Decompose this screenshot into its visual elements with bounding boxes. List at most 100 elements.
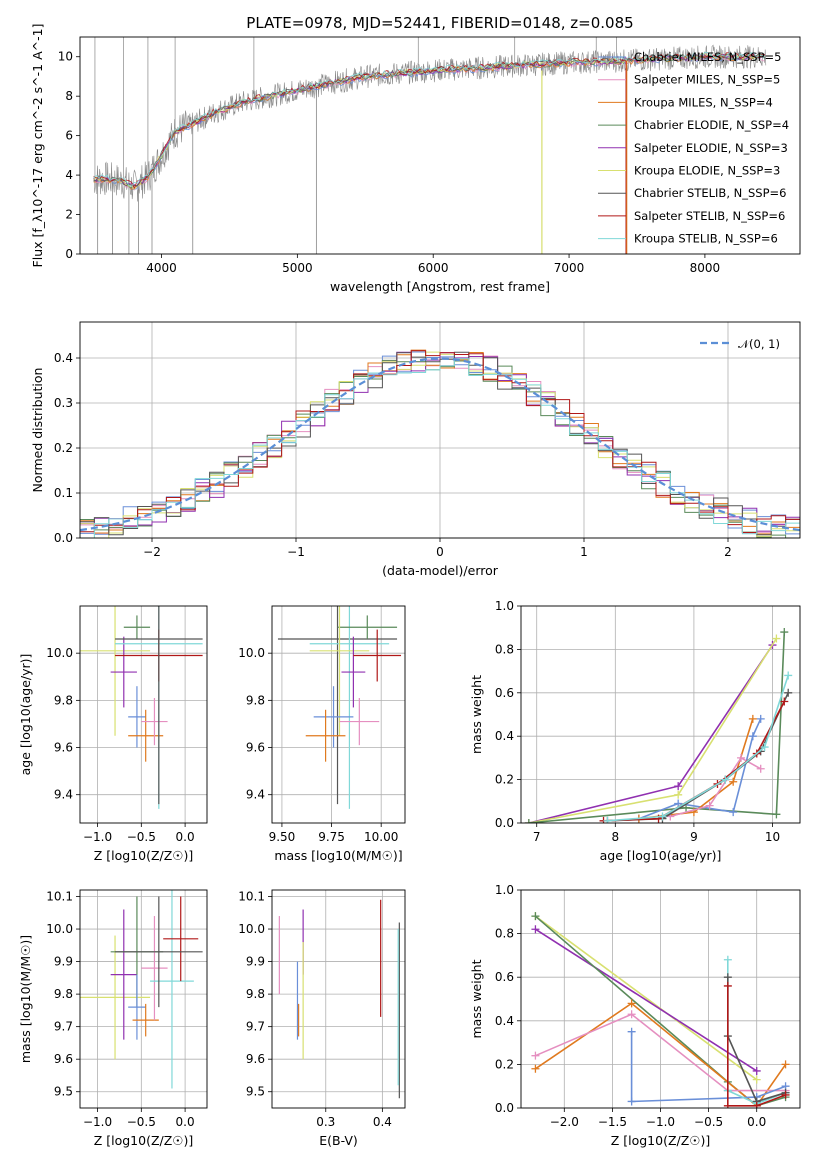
weight-point-marker: [772, 810, 781, 819]
gaussian-reference-line: [80, 357, 800, 532]
y-tick-label: 0.2: [495, 1057, 514, 1071]
spectrum-traces: [93, 37, 767, 254]
legend-entry: Chabrier ELODIE, N_SSP=4: [634, 118, 789, 132]
weight-point-marker: [784, 671, 793, 680]
axes-frame: [79, 321, 801, 539]
legend-entry: Salpeter STELIB, N_SSP=6: [634, 209, 785, 223]
weight-lines: [524, 628, 793, 823]
weight-point-marker: [627, 1010, 636, 1019]
y-tick-label: 1.0: [495, 883, 514, 897]
spectrum-legend: Chabrier MILES, N_SSP=5 Salpeter MILES, N…: [598, 50, 789, 246]
weight-point-marker: [723, 973, 732, 982]
error-bar-point: [128, 686, 146, 748]
y-axis-label: mass [log10(M/M☉)]: [18, 935, 33, 1063]
weight-point-marker: [752, 1075, 761, 1084]
x-tick-label: 1: [580, 545, 588, 559]
weight-point-marker: [531, 925, 540, 934]
x-tick-label: 0.4: [373, 1115, 392, 1129]
y-tick-label: 9.5: [54, 1085, 73, 1099]
error-bar-point: [123, 615, 151, 640]
x-tick-label: 0.0: [176, 1115, 195, 1129]
weight-point-marker: [772, 634, 781, 643]
weight-series-line: [638, 718, 762, 820]
weight-series-line: [535, 1013, 786, 1092]
axes-frame: [79, 889, 208, 1109]
y-tick-label: 9.7: [246, 1020, 265, 1034]
y-tick-label: 0.4: [54, 351, 73, 365]
error-bar-point: [341, 636, 366, 708]
y-axis-label: age [log10(age/yr)]: [18, 654, 33, 776]
x-tick-label: −0.5: [127, 830, 156, 844]
weight-point-marker: [737, 753, 746, 762]
axes-frame: [520, 605, 801, 824]
legend-entry: Kroupa STELIB, N_SSP=6: [634, 232, 778, 246]
y-tick-label: 0.3: [54, 396, 73, 410]
y-tick-label: 0.2: [495, 773, 514, 787]
error-bar-points: [80, 890, 203, 1089]
y-tick-label: 10.1: [46, 890, 73, 904]
legend-entry: Kroupa ELODIE, N_SSP=3: [634, 164, 780, 178]
axes-spectrum: 4000 5000 6000 7000 8000 0 2 4 6 8 10 wavelength [A…: [30, 24, 801, 294]
x-tick-label: 8: [611, 830, 619, 844]
error-bar-point: [128, 709, 164, 762]
x-tick-label: −2.0: [550, 1115, 579, 1129]
error-bar-point: [128, 974, 146, 1040]
weight-series-line: [534, 915, 758, 1081]
weight-point-marker: [784, 688, 793, 697]
histogram-step-line: [80, 358, 800, 538]
y-tick-label: 9.7: [54, 1020, 73, 1034]
weight-point-marker: [627, 999, 636, 1008]
weight-point-marker: [603, 816, 612, 823]
x-tick-label: 10.00: [364, 830, 398, 844]
y-tick-label: 10: [58, 50, 73, 64]
error-bar-point: [115, 606, 203, 805]
y-tick-label: 0.8: [495, 642, 514, 656]
y-tick-label: 0.2: [54, 441, 73, 455]
legend-entry: Kroupa MILES, N_SSP=4: [634, 95, 773, 109]
y-tick-label: 6: [65, 129, 73, 143]
x-tick-label: 9: [690, 830, 698, 844]
x-axis-label: age [log10(age/yr)]: [600, 848, 722, 863]
x-tick-label: 4000: [146, 261, 177, 275]
x-axis-label: Z [log10(Z/Z☉)]: [94, 848, 194, 863]
error-bar-point: [141, 916, 168, 1021]
y-tick-label: 10.0: [238, 646, 265, 660]
error-bar-point: [163, 896, 199, 982]
histogram-bars: [80, 349, 800, 538]
x-tick-label: −1.5: [598, 1115, 627, 1129]
weight-point-marker: [723, 955, 732, 964]
weight-point-marker: [729, 777, 738, 786]
error-bar-point: [339, 697, 380, 746]
x-tick-label: −1: [287, 545, 305, 559]
error-bar-points: [278, 899, 400, 1099]
weight-point-marker: [780, 628, 789, 637]
y-tick-label: 9.6: [54, 1052, 73, 1066]
weight-point-marker: [752, 1101, 761, 1108]
legend-entry: Salpeter MILES, N_SSP=5: [634, 73, 780, 87]
x-tick-label: −2: [143, 545, 161, 559]
y-tick-label: 0.0: [495, 1101, 514, 1115]
y-tick-label: 0.8: [495, 927, 514, 941]
weight-point-marker: [627, 1097, 636, 1106]
y-tick-label: 9.4: [246, 788, 265, 802]
x-tick-label: 6000: [418, 261, 449, 275]
axes-age_vs_Z: −1.0 −0.5 0.0 9.4 9.6 9.8 10.0 Z [log10(Z/Z☉)] a…: [18, 605, 208, 863]
x-tick-label: −0.5: [694, 1115, 723, 1129]
error-bar-points: [277, 606, 402, 809]
weight-point-marker: [674, 782, 683, 791]
y-tick-label: 9.4: [54, 788, 73, 802]
weight-point-marker: [756, 714, 765, 723]
error-bar-point: [337, 615, 398, 640]
x-tick-label: 0.0: [176, 830, 195, 844]
weight-point-marker: [524, 819, 533, 823]
figure-title: PLATE=0978, MJD=52441, FIBERID=0148, z=0…: [246, 14, 633, 32]
model-spectrum-line: [93, 51, 765, 187]
error-bar-points: [80, 606, 203, 809]
weight-point-marker: [705, 801, 714, 810]
weight-point-marker: [721, 775, 730, 784]
error-bar-point: [141, 697, 168, 746]
axes-weight_vs_Z: −2.0 −1.5 −1.0 −0.5 0.0 0.0 0.2 0.4 0.6 0.8 1.0 Z […: [469, 883, 801, 1148]
x-tick-label: −1.0: [646, 1115, 675, 1129]
